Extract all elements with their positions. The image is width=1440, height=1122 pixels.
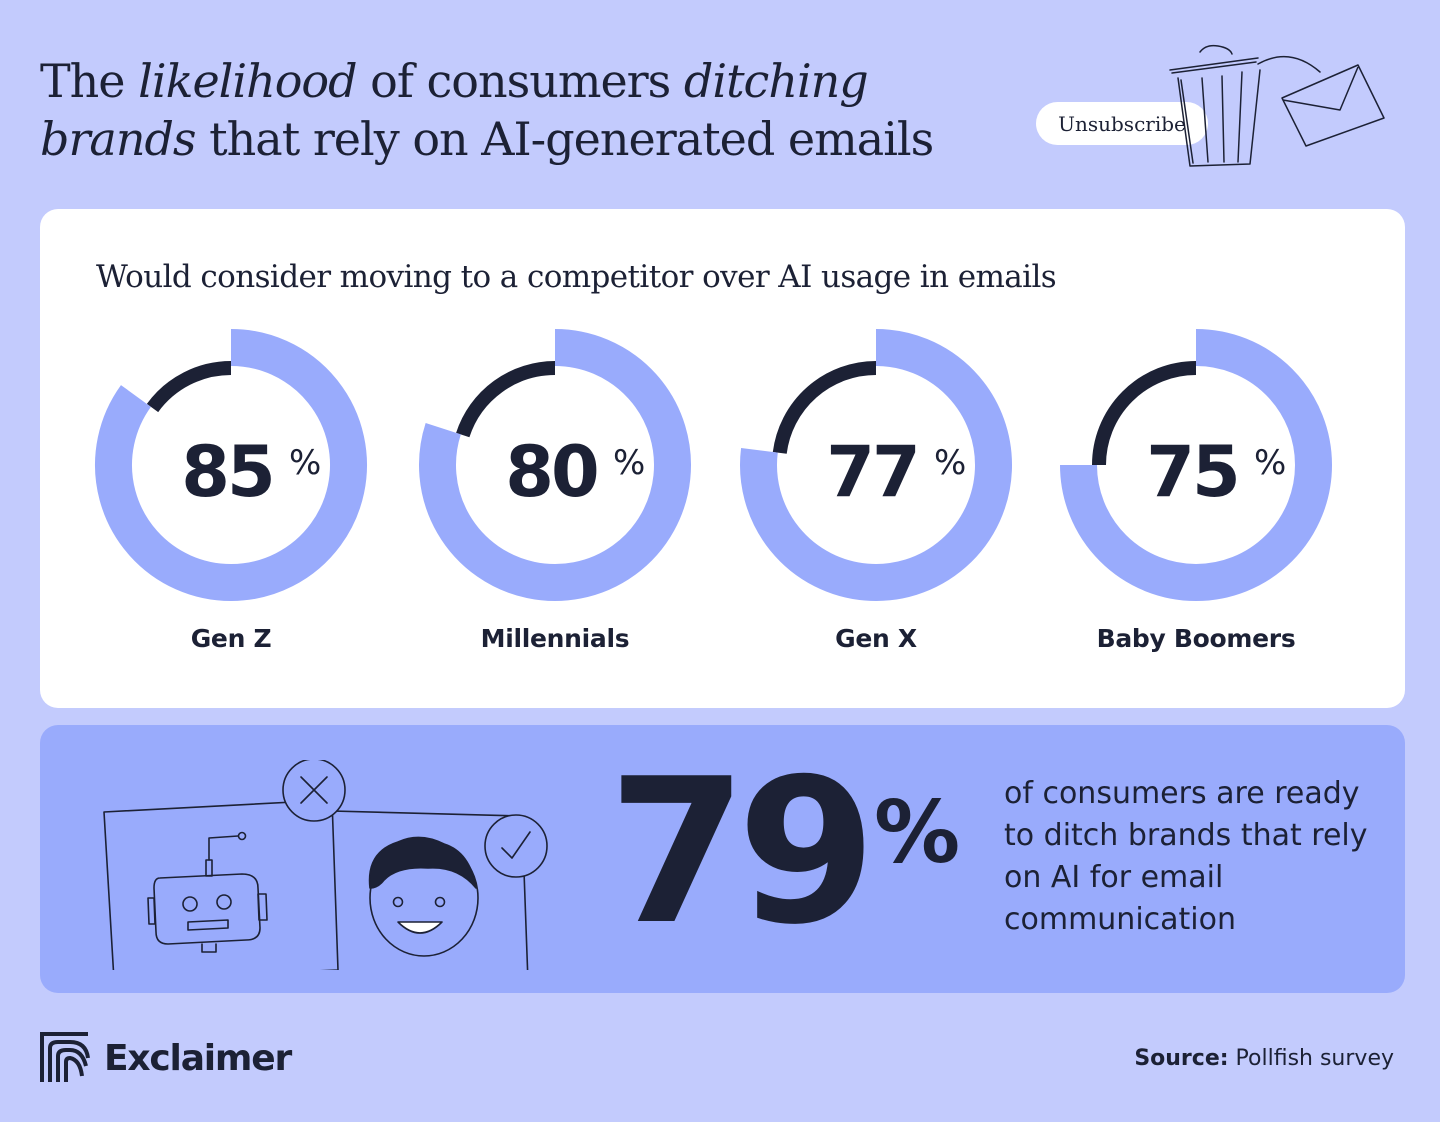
robot-icon — [147, 831, 268, 953]
source-value: Pollfish survey — [1235, 1046, 1394, 1071]
brand-name: Exclaimer — [104, 1037, 292, 1079]
chart-title: Would consider moving to a competitor ov… — [96, 259, 1057, 295]
donut-remainder-arc — [456, 361, 556, 438]
donut-value-arc — [1060, 329, 1332, 601]
highlight-description: of consumers are ready to ditch brands t… — [1004, 776, 1368, 937]
source-label: Source: — [1134, 1046, 1229, 1071]
title-line-1: The likelihood of consumers ditching — [40, 52, 933, 110]
person-face-icon — [368, 836, 479, 957]
highlight-value: 79 — [608, 736, 876, 969]
page-title: The likelihood of consumers ditching bra… — [40, 52, 934, 168]
highlight-percent-sign: % — [874, 783, 961, 883]
title-segment: likelihood — [138, 54, 357, 108]
robot-card — [103, 799, 339, 970]
title-segment: that rely on AI-generated emails — [195, 112, 934, 166]
highlight-panel: 79 % of consumers are ready to ditch bra… — [40, 725, 1405, 993]
donut-percent-sign: % — [613, 443, 645, 483]
trash-and-envelope-illustration — [1169, 44, 1385, 167]
robot-vs-human-illustration — [103, 760, 548, 970]
donut-value-label: 80 — [505, 431, 597, 513]
donut-value-label: 85 — [181, 431, 272, 513]
envelope-icon — [1281, 64, 1385, 147]
generations-card: Would consider moving to a competitor ov… — [40, 209, 1405, 708]
donut-value-arc — [740, 329, 1012, 601]
check-circle-icon — [484, 814, 548, 878]
source-note: Source: Pollfish survey — [1134, 1046, 1394, 1071]
cross-circle-icon — [282, 760, 346, 822]
title-segment: The — [40, 54, 139, 108]
donut-category-label: Gen Z — [190, 624, 272, 653]
unsubscribe-button[interactable]: Unsubscribe — [1036, 102, 1208, 145]
donut-percent-sign: % — [1254, 443, 1286, 483]
donut-remainder-arc — [772, 361, 877, 454]
donut-value-arc — [95, 329, 367, 601]
trash-can-icon — [1169, 44, 1321, 167]
exclaimer-logo: Exclaimer — [40, 1032, 292, 1084]
donut-percent-sign: % — [934, 443, 966, 483]
donut-value-arc — [419, 329, 691, 601]
title-segment: brands — [40, 112, 197, 166]
donut-remainder-arc — [146, 361, 232, 413]
donut-category-label: Baby Boomers — [1096, 624, 1296, 653]
donut-percent-sign: % — [289, 443, 321, 483]
title-segment: ditching — [683, 54, 869, 108]
donut-value-label: 75 — [1146, 431, 1237, 513]
donut-category-label: Millennials — [480, 624, 630, 653]
exclaimer-logo-icon — [40, 1032, 90, 1082]
donut-value-label: 77 — [826, 431, 917, 513]
title-line-2: brands that rely on AI-generated emails — [40, 110, 934, 168]
donut-category-label: Gen X — [835, 624, 917, 653]
donut-charts: 85% 80% 77% 75% — [95, 329, 1332, 601]
donut-remainder-arc — [1092, 361, 1197, 466]
title-segment: of consumers — [356, 54, 684, 108]
